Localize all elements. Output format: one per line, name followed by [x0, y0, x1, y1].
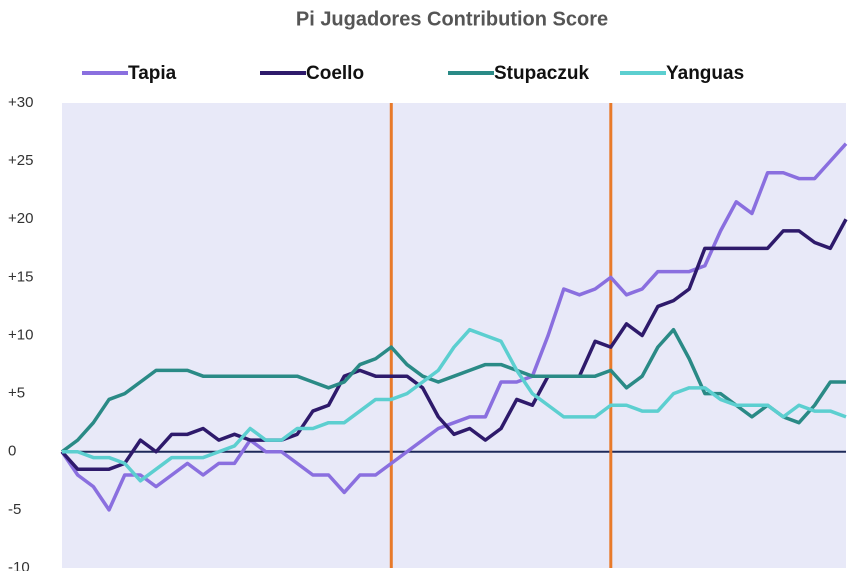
y-tick-label: +5	[8, 385, 25, 402]
legend-label: Coello	[306, 63, 364, 84]
y-tick-label: +15	[8, 268, 33, 285]
legend-label: Stupaczuk	[494, 63, 589, 84]
legend-label: Yanguas	[666, 63, 744, 84]
y-tick-label: +20	[8, 210, 33, 227]
series-line	[60, 142, 848, 512]
series-line	[60, 218, 848, 471]
series-line	[62, 327, 847, 483]
y-tick-label: +25	[8, 152, 33, 169]
chart-title: Pi Jugadores Contribution Score	[296, 8, 608, 30]
y-tick-label: 0	[8, 443, 16, 460]
y-tick-label: +30	[8, 94, 33, 111]
legend-label: Tapia	[128, 63, 177, 84]
y-tick-label: +10	[8, 326, 33, 343]
y-tick-label: -5	[8, 501, 21, 518]
y-tick-label: -10	[8, 559, 30, 571]
plot-area	[62, 103, 846, 568]
